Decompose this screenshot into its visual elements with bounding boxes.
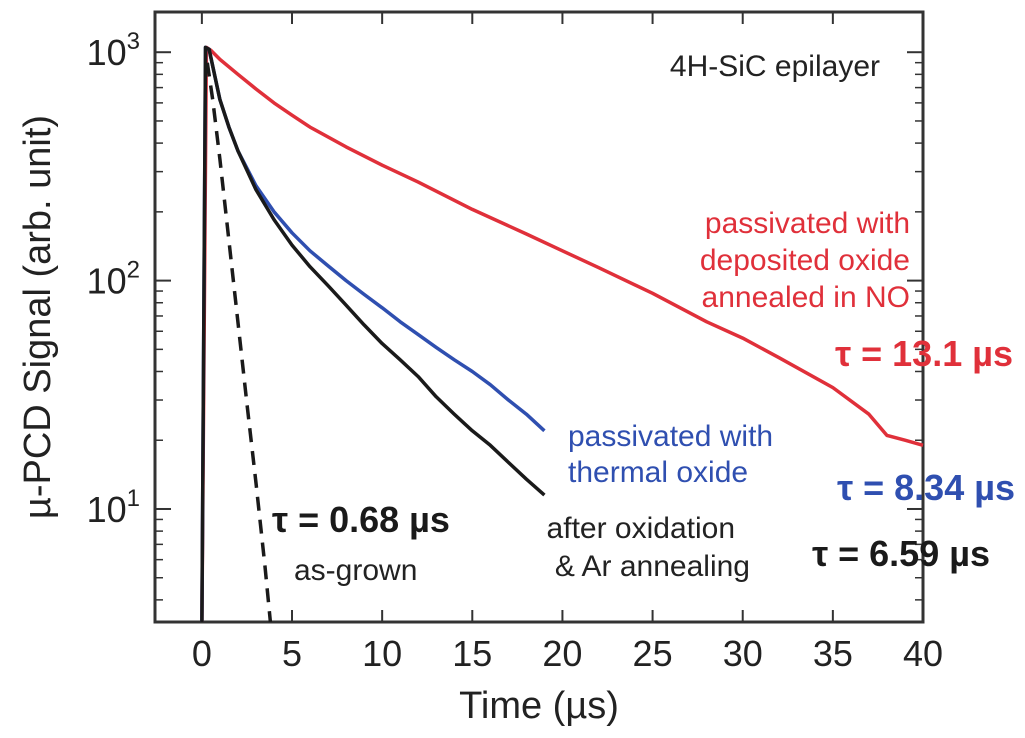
series-group <box>200 45 924 623</box>
x-tick-label: 10 <box>362 633 402 674</box>
annotation-black-line2: & Ar annealing <box>555 550 750 583</box>
x-tick-label: 40 <box>903 633 943 674</box>
series-line-0 <box>200 45 924 623</box>
tau-as-grown: τ = 0.68 µs <box>272 499 450 540</box>
y-tick-label: 103 <box>87 28 140 73</box>
annotation-red-line3: annealed in NO <box>702 281 910 314</box>
annotation-red-line2: deposited oxide <box>700 244 910 277</box>
plot-frame <box>153 10 925 624</box>
tau-black: τ = 6.59 µs <box>812 533 990 574</box>
x-tick-label: 25 <box>633 633 673 674</box>
annotation-black-line1: after oxidation <box>547 512 735 545</box>
y-tick-label: 102 <box>87 257 140 302</box>
annotation-sample-label: 4H-SiC epilayer <box>670 50 880 83</box>
x-tick-label: 5 <box>282 633 302 674</box>
x-tick-label: 30 <box>723 633 763 674</box>
annotation-blue-line2: thermal oxide <box>568 456 748 489</box>
annotation-red-line1: passivated with <box>705 207 910 240</box>
x-axis-title: Time (µs) <box>459 685 619 727</box>
series-line-2 <box>200 45 546 623</box>
y-axis-title: µ-PCD Signal (arb. unit) <box>17 115 59 519</box>
y-tick-label: 101 <box>87 485 140 530</box>
x-tick-label: 35 <box>813 633 853 674</box>
tau-red: τ = 13.1 µs <box>835 333 1013 374</box>
series-line-3 <box>205 62 273 623</box>
ticks: 0 5 10 15 20 25 30 35 40 101 102 103 <box>87 12 943 674</box>
annotation-as-grown: as-grown <box>294 554 417 587</box>
x-tick-label: 15 <box>452 633 492 674</box>
x-tick-label: 0 <box>192 633 212 674</box>
x-tick-label: 20 <box>542 633 582 674</box>
tau-blue: τ = 8.34 µs <box>837 467 1015 508</box>
annotation-blue-line1: passivated with <box>568 420 773 453</box>
